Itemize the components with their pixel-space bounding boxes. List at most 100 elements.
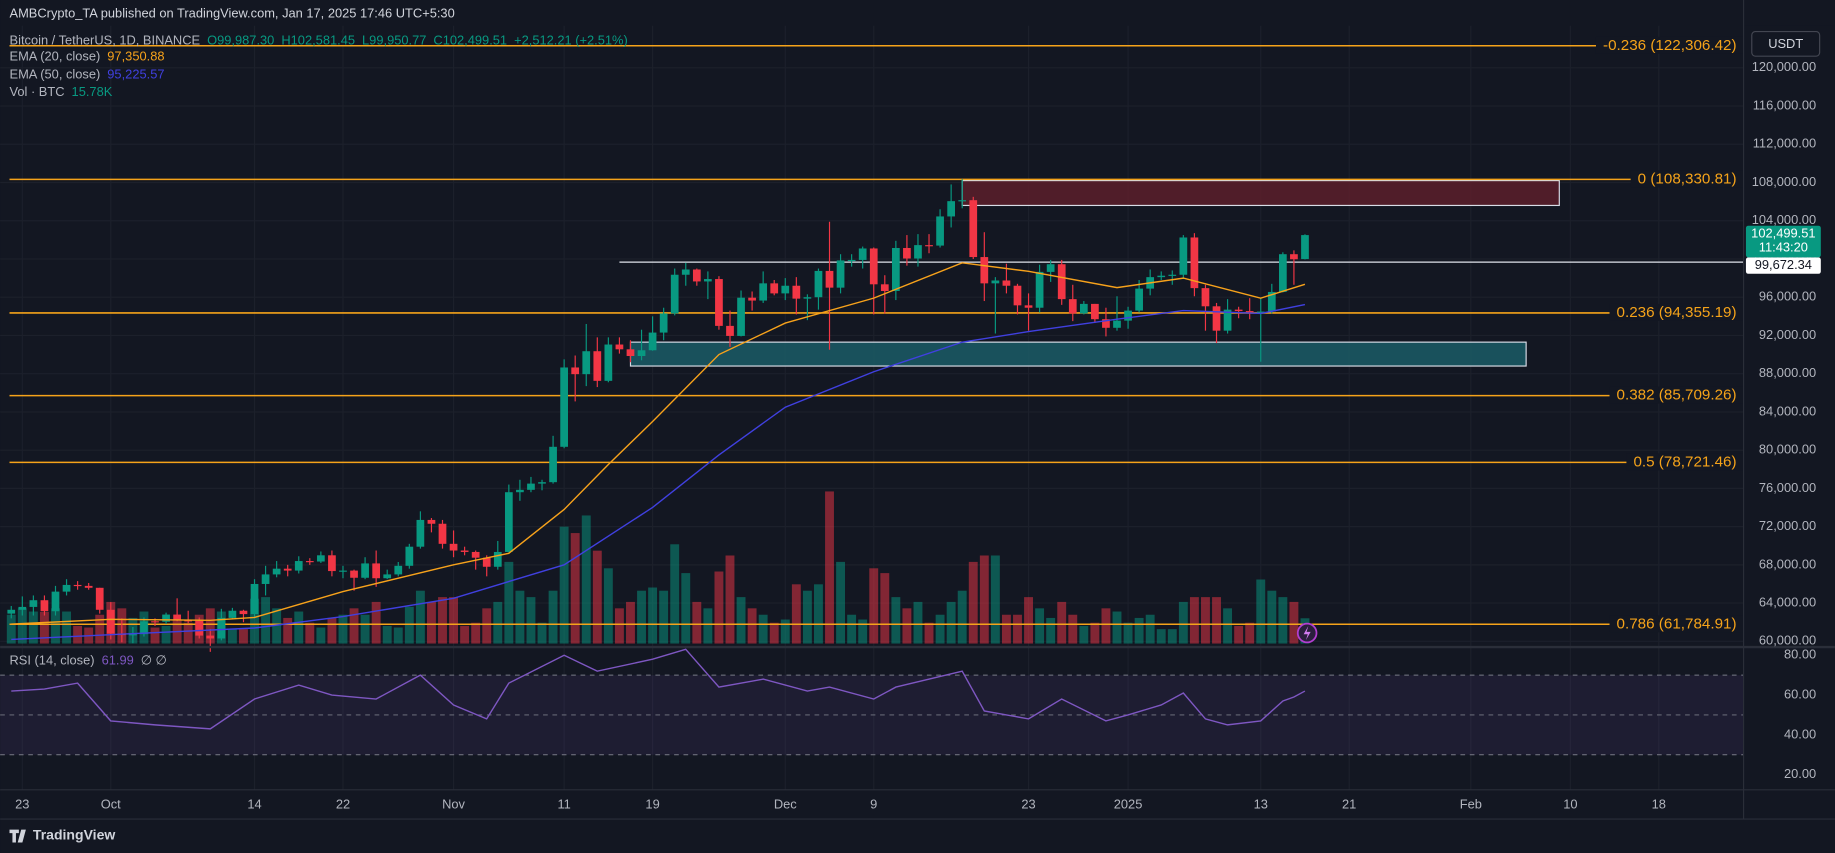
- brand-logo[interactable]: TradingView: [9, 827, 116, 843]
- candle-body: [339, 570, 347, 572]
- hline-price-box: [1745, 257, 1821, 274]
- x-tick-label: 23: [1021, 796, 1035, 811]
- candle-body: [847, 259, 856, 262]
- volume-bar: [261, 597, 271, 644]
- candle-body: [891, 247, 900, 291]
- candle-body: [239, 610, 248, 615]
- candle-body: [737, 297, 745, 336]
- volume-bar: [360, 614, 370, 644]
- candle-body: [880, 284, 889, 291]
- volume-bar: [1167, 629, 1177, 644]
- volume-bar: [415, 590, 425, 644]
- candle-body: [1168, 274, 1177, 276]
- candle-body: [1256, 311, 1265, 313]
- y-tick-label: 84,000.00: [1759, 403, 1816, 418]
- volume-bar: [902, 608, 912, 644]
- volume-bar: [913, 601, 923, 644]
- rsi-tick-label: 80.00: [1784, 647, 1816, 662]
- zone: [629, 341, 1527, 367]
- x-tick-label: 2025: [1114, 796, 1143, 811]
- fib-label-bg: [1609, 615, 1744, 633]
- candle-body: [925, 245, 933, 247]
- candle-body: [283, 568, 292, 571]
- volume-bar: [537, 622, 547, 644]
- candle-body: [416, 519, 425, 547]
- legend-value: 15.78K: [72, 84, 113, 99]
- x-tick-label: 23: [15, 796, 29, 811]
- x-tick-label: 11: [557, 796, 570, 811]
- y-tick-label: 92,000.00: [1759, 327, 1816, 342]
- candle-body: [7, 609, 16, 614]
- volume-bar: [1201, 597, 1210, 644]
- y-tick-label: 80,000.00: [1759, 442, 1816, 457]
- candle-body: [1035, 271, 1044, 308]
- rsi-tick-label: 40.00: [1784, 726, 1816, 741]
- volume-bar: [1035, 608, 1045, 644]
- candle-body: [1046, 264, 1055, 272]
- candle-body: [527, 483, 535, 490]
- candle-body: [803, 297, 812, 299]
- zone: [961, 180, 1560, 207]
- x-tick-label: Oct: [101, 796, 121, 811]
- volume-bar: [614, 608, 624, 644]
- volume-bar: [39, 612, 49, 644]
- candle-body: [493, 551, 502, 567]
- volume-bar: [1046, 617, 1056, 644]
- y-tick-label: 120,000.00: [1752, 59, 1816, 74]
- candle-body: [748, 297, 756, 301]
- last-price-box: [1745, 225, 1821, 258]
- x-tick-label: Nov: [442, 796, 465, 811]
- volume-bar: [62, 611, 71, 644]
- volume-bar: [570, 533, 580, 644]
- legend-value: 95,225.57: [107, 66, 164, 81]
- volume-bar: [283, 617, 293, 644]
- candle-body: [482, 557, 491, 567]
- volume-bar: [17, 608, 27, 644]
- x-tick-label: 19: [645, 796, 659, 811]
- volume-bar: [393, 627, 403, 644]
- volume-bar: [603, 568, 613, 644]
- legend-name: Vol · BTC: [10, 84, 65, 99]
- candle-body: [549, 446, 557, 483]
- logo-mark: [9, 829, 26, 843]
- volume-bar: [404, 606, 414, 644]
- volume-bar: [349, 608, 359, 644]
- y-tick-label: 72,000.00: [1759, 518, 1816, 533]
- candle-body: [95, 587, 104, 610]
- volume-bar: [1013, 614, 1022, 644]
- fib-label: 0 (108,330.81): [1638, 170, 1737, 187]
- candle-body: [670, 274, 679, 314]
- alert-bolt: [1303, 626, 1311, 641]
- fib-label: 0.786 (61,784.91): [1617, 615, 1737, 632]
- candle-body: [460, 550, 469, 552]
- candle-body: [947, 201, 956, 217]
- candles: [7, 179, 1309, 652]
- currency-box[interactable]: [1751, 31, 1821, 57]
- y-tick-label: 60,000.00: [1759, 633, 1816, 648]
- candle-body: [1157, 275, 1166, 278]
- volume-bar: [968, 561, 978, 644]
- volume-bar: [692, 601, 702, 644]
- volume-bar: [814, 584, 823, 644]
- candle-body: [184, 620, 193, 622]
- fib-label-bg: [1609, 303, 1744, 321]
- volume-bar: [725, 555, 735, 644]
- candle-body: [1290, 254, 1298, 260]
- candle-body: [1079, 303, 1088, 314]
- volume-bar: [869, 568, 879, 644]
- candle-body: [40, 600, 49, 612]
- candle-body: [372, 563, 381, 579]
- alert-icon[interactable]: [1296, 622, 1318, 644]
- legend-value: 97,350.88: [107, 49, 164, 64]
- candle-body: [228, 610, 237, 618]
- volume-bar: [924, 622, 934, 644]
- y-tick-label: 112,000.00: [1753, 136, 1816, 151]
- candle-body: [516, 489, 524, 493]
- fib-label: 0.236 (94,355.19): [1617, 304, 1737, 321]
- candle-body: [73, 584, 82, 587]
- volume-bar: [1123, 622, 1133, 644]
- candle-body: [206, 635, 215, 639]
- legend-extra: ∅ ∅: [141, 653, 167, 668]
- candle-body: [991, 280, 1000, 284]
